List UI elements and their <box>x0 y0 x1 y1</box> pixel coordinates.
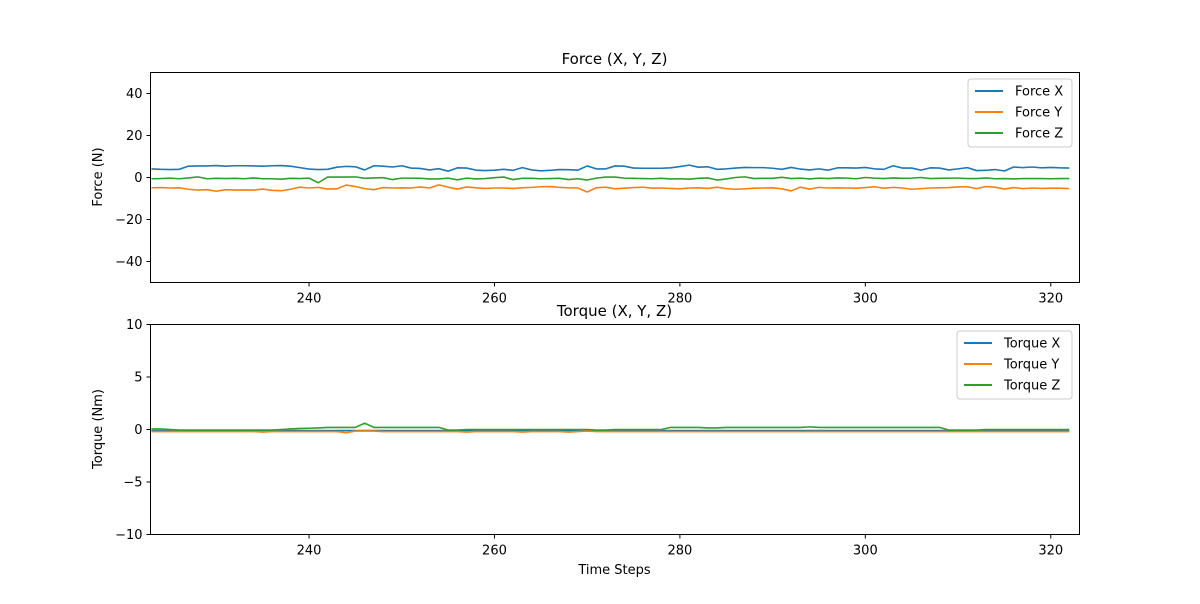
force-y-axis-label: Force (N) <box>91 147 106 206</box>
force-x-tick-label: 240 <box>297 292 322 307</box>
torque-y-tick-label: −5 <box>123 476 142 491</box>
torque-y-ticks: 10 5 0 −5 −10 <box>115 318 151 543</box>
torque-subplot: Torque (X, Y, Z) Torque (Nm) Time Steps … <box>91 302 1080 578</box>
torque-x-tick-label: 240 <box>297 544 322 559</box>
force-chart-title: Force (X, Y, Z) <box>562 50 668 68</box>
torque-y-tick-label: −10 <box>115 528 142 543</box>
torque-y-tick-label: 0 <box>134 423 142 438</box>
force-y-tick-label: 0 <box>134 171 142 186</box>
torque-y-tick-label: 10 <box>126 318 143 333</box>
legend-label-torque-x: Torque X <box>1003 337 1060 352</box>
force-plot-area <box>151 164 1070 193</box>
force-x-tick-label: 280 <box>667 292 692 307</box>
torque-x-tick-label: 300 <box>853 544 878 559</box>
force-y-ticks: 40 20 0 −20 −40 <box>115 87 151 270</box>
torque-legend-box <box>956 330 1073 400</box>
x-axis-label: Time Steps <box>577 563 651 578</box>
legend-label-torque-z: Torque Z <box>1003 379 1060 394</box>
legend-label-force-x: Force X <box>1015 85 1063 100</box>
legend-label-torque-y: Torque Y <box>1003 358 1059 373</box>
legend-label-force-z: Force Z <box>1015 127 1063 142</box>
series-line-torque-z <box>151 422 1070 431</box>
force-subplot: Force (X, Y, Z) Force (N) 240 260 280 300 32… <box>91 50 1080 307</box>
torque-x-ticks: 240 260 280 300 320 <box>297 534 1063 559</box>
legend-label-force-y: Force Y <box>1015 106 1062 121</box>
torque-x-tick-label: 260 <box>482 544 507 559</box>
torque-legend: Torque X Torque Y Torque Z <box>956 330 1073 400</box>
force-y-tick-label: −40 <box>115 255 142 270</box>
force-y-tick-label: 20 <box>126 129 143 144</box>
force-y-tick-label: −20 <box>115 213 142 228</box>
force-legend-box <box>967 78 1073 148</box>
force-x-tick-label: 260 <box>482 292 507 307</box>
force-x-tick-label: 300 <box>853 292 878 307</box>
torque-x-tick-label: 280 <box>667 544 692 559</box>
series-line-force-y <box>151 184 1070 193</box>
force-y-tick-label: 40 <box>126 87 143 102</box>
series-line-force-z <box>151 176 1070 184</box>
torque-plot-area <box>151 422 1070 434</box>
torque-y-tick-label: 5 <box>134 371 142 386</box>
torque-x-tick-label: 320 <box>1038 544 1063 559</box>
force-plot-frame <box>150 72 1080 283</box>
torque-chart-title: Torque (X, Y, Z) <box>556 302 672 320</box>
torque-y-axis-label: Torque (Nm) <box>91 389 106 470</box>
torque-plot-frame <box>150 324 1080 535</box>
series-line-force-x <box>151 164 1070 172</box>
series-line-torque-y <box>151 430 1070 434</box>
force-x-ticks: 240 260 280 300 320 <box>297 282 1063 307</box>
force-x-tick-label: 320 <box>1038 292 1063 307</box>
force-legend: Force X Force Y Force Z <box>967 78 1073 148</box>
